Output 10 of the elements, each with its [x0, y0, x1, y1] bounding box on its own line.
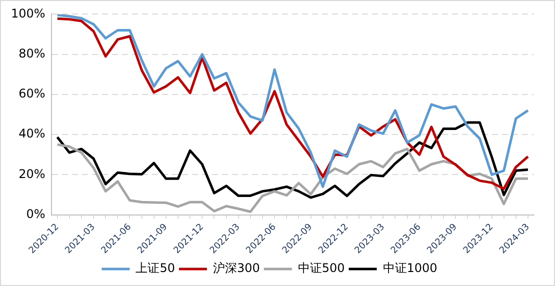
legend-label: 上证50 — [136, 261, 175, 276]
legend-label: 中证1000 — [382, 261, 438, 276]
y-tick-label: 40% — [18, 126, 46, 141]
y-tick-label: 100% — [10, 6, 46, 20]
y-tick-label: 20% — [18, 166, 46, 181]
y-tick-label: 80% — [18, 46, 46, 60]
legend-label: 中证500 — [298, 261, 345, 276]
y-tick-label: 0% — [26, 206, 46, 221]
legend-label: 沪深300 — [212, 261, 260, 276]
y-tick-label: 60% — [18, 86, 46, 101]
